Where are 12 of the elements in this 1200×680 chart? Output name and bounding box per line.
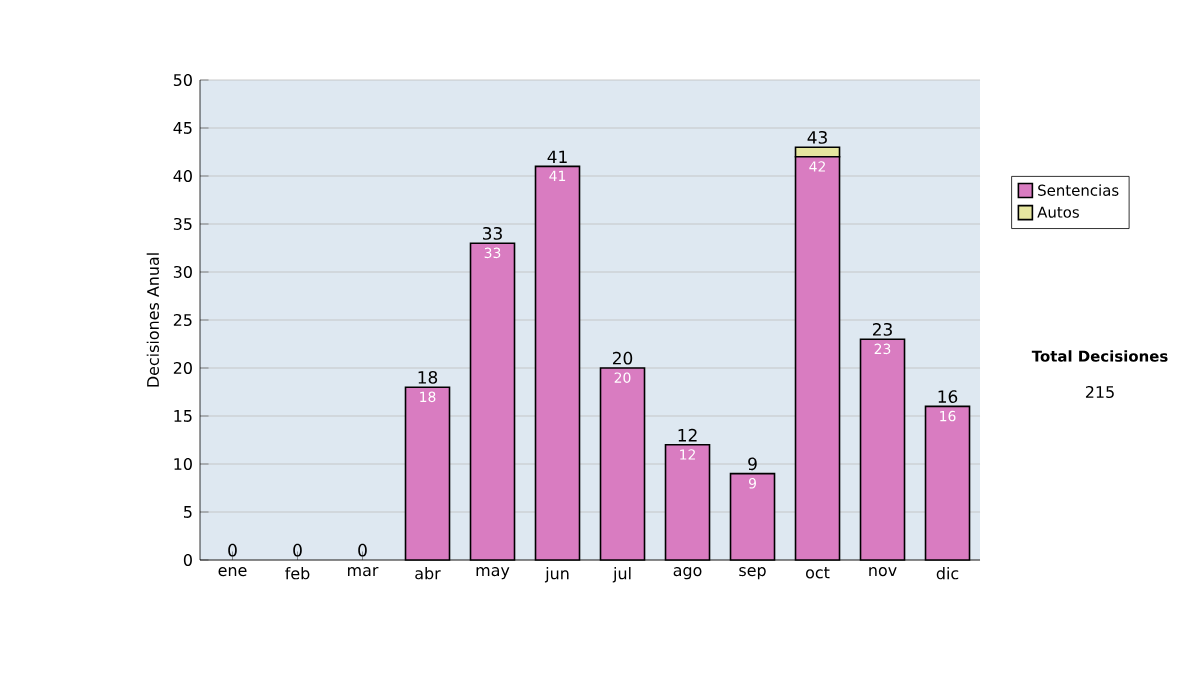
total-label: 33 [483, 227, 502, 240]
total-label: 12 [678, 428, 697, 442]
total-label: 0 [358, 543, 367, 557]
total-label: 0 [293, 543, 302, 557]
total-label: 18 [418, 371, 438, 384]
total-label: 9 [748, 457, 757, 471]
total-label: 23 [872, 323, 892, 336]
total-label: 20 [612, 351, 633, 365]
total-label: 43 [807, 131, 827, 144]
total-label: 16 [938, 390, 958, 404]
total-label: 41 [547, 150, 567, 163]
total-label: 0 [228, 543, 237, 557]
